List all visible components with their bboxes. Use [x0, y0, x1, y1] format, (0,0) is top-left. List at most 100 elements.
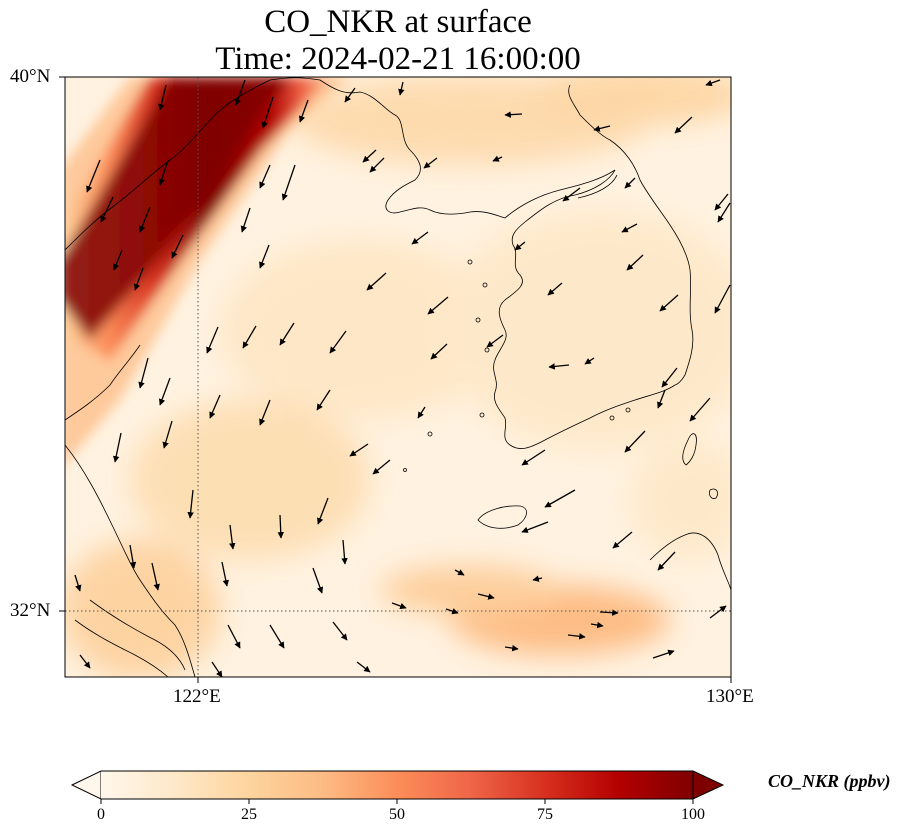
colorbar-tick-50: 50: [389, 806, 405, 823]
wind-arrow: [477, 593, 495, 600]
wind-arrow: [316, 389, 331, 411]
gridlines: [65, 77, 731, 677]
wind-arrow: [372, 459, 391, 475]
lon-label-130: 130°E: [706, 686, 754, 707]
wind-arrow: [486, 334, 504, 348]
wind-arrow: [659, 294, 679, 312]
wind-arrow: [344, 87, 356, 103]
wind-arrow: [544, 489, 576, 508]
colorbar-tick-100: 100: [681, 806, 705, 823]
wind-arrow: [661, 367, 678, 388]
wind-arrow: [242, 325, 257, 349]
wind-arrow: [332, 621, 348, 641]
colorbar: [70, 770, 725, 804]
wind-arrow: [423, 157, 438, 169]
colorbar-title: CO_NKR (ppbv): [768, 771, 891, 791]
wind-arrow: [221, 561, 229, 587]
wind-arrow: [652, 649, 675, 659]
wind-arrow: [492, 155, 503, 162]
wind-arrow: [234, 79, 246, 106]
wind-arrow: [277, 514, 284, 539]
wind-arrow: [624, 177, 636, 189]
wind-arrow: [158, 159, 169, 186]
lat-label-32: 32°N: [10, 600, 51, 621]
map-subtitle-time: Time: 2024-02-21 16:00:00: [215, 41, 581, 77]
wind-arrow: [133, 267, 144, 291]
wind-arrow: [86, 159, 101, 193]
wind-arrow: [567, 633, 586, 640]
wind-arrow: [298, 99, 309, 123]
wind-arrow: [454, 569, 465, 576]
colorbar-gradient: [101, 771, 693, 799]
wind-arrow: [158, 377, 171, 406]
wind-arrow: [312, 567, 324, 594]
wind-arrow: [317, 497, 329, 525]
wind-vectors: [74, 79, 731, 677]
wind-arrow: [209, 394, 221, 419]
wind-arrow: [187, 489, 194, 519]
wind-arrow: [206, 326, 219, 354]
wind-arrow: [547, 282, 563, 296]
colorbar-tick-25: 25: [241, 806, 257, 823]
wind-arrow: [281, 164, 296, 201]
wind-arrow: [504, 111, 523, 118]
map-title: CO_NKR at surface: [264, 4, 532, 40]
wind-arrow: [113, 432, 122, 463]
wind-arrow: [593, 125, 611, 132]
wind-arrow: [211, 661, 223, 677]
wind-arrow: [138, 357, 149, 389]
wind-arrow: [521, 449, 546, 466]
wind-arrow: [705, 79, 721, 87]
wind-arrow: [612, 531, 633, 549]
wind-arrow: [714, 284, 731, 314]
coastlines: [65, 77, 731, 677]
wind-arrow: [621, 223, 638, 233]
lon-label-122: 122°E: [173, 686, 221, 707]
wind-arrow: [430, 343, 448, 360]
wind-arrow: [717, 202, 731, 223]
wind-arrow: [514, 241, 526, 251]
wind-arrow: [261, 96, 274, 129]
wind-arrow: [709, 605, 727, 619]
axis-ticks: [59, 76, 732, 683]
wind-arrow: [341, 539, 348, 565]
wind-arrow: [599, 609, 619, 616]
map-frame: [64, 76, 732, 678]
concentration-field: [65, 77, 731, 677]
wind-arrow: [369, 157, 385, 173]
wind-arrow: [74, 574, 82, 592]
wind-arrow: [417, 406, 426, 419]
wind-arrow: [162, 420, 173, 449]
wind-arrow: [427, 296, 449, 315]
wind-arrow: [158, 84, 167, 111]
colorbar-tick-0: 0: [97, 806, 105, 823]
wind-arrow: [562, 187, 581, 202]
colorbar-extend-max: [692, 770, 725, 800]
wind-arrow: [590, 621, 604, 629]
wind-arrow: [714, 193, 729, 211]
wind-arrow: [279, 322, 295, 346]
wind-arrow: [624, 430, 646, 453]
wind-arrow: [674, 116, 693, 134]
wind-arrow: [259, 244, 270, 269]
wind-arrow: [362, 149, 377, 163]
wind-arrow: [398, 81, 405, 96]
wind-arrow: [227, 624, 241, 649]
colorbar-extend-min: [70, 770, 102, 800]
wind-arrow: [349, 443, 369, 457]
wind-arrow: [689, 397, 711, 422]
wind-arrow: [329, 330, 347, 354]
wind-arrow: [100, 196, 114, 223]
wind-arrow: [532, 575, 543, 582]
wind-arrow: [584, 357, 595, 365]
wind-arrow: [356, 661, 371, 673]
wind-arrow: [259, 164, 271, 189]
wind-arrow: [626, 254, 644, 271]
wind-arrow: [139, 206, 151, 233]
wind-arrow: [79, 654, 91, 669]
wind-arrow: [129, 544, 137, 569]
wind-arrow: [171, 234, 184, 259]
wind-arrow: [548, 363, 570, 370]
wind-arrow: [151, 562, 160, 591]
